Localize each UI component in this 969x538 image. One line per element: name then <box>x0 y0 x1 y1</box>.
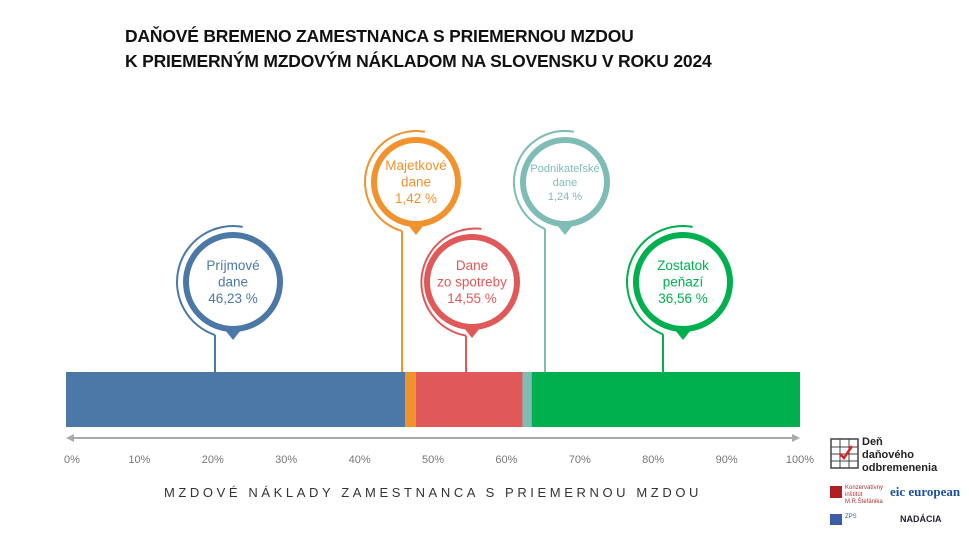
x-axis-label: MZDOVÉ NÁKLADY ZAMESTNANCA S PRIEMERNOU … <box>163 485 703 500</box>
bubble-pointer-3 <box>464 328 480 338</box>
tick-label: 30% <box>275 454 297 466</box>
bar-segment-4 <box>522 372 532 427</box>
logo-text-1: Deň <box>862 436 883 448</box>
data-label-3: 14,55 % <box>447 291 497 306</box>
logo-kimrs: Konzervatívny inštitút M.R.Štefánika <box>845 485 884 505</box>
axis-arrow-left <box>66 434 74 442</box>
title-line-2: K PRIEMERNÝM MZDOVÝM NÁKLADOM NA SLOVENS… <box>125 51 712 71</box>
zps-logo-mark <box>830 514 842 525</box>
series-label-2: Majetkové <box>385 158 447 173</box>
logo-text-3: odbremenenia <box>862 462 938 474</box>
calendar-check-icon <box>830 438 859 469</box>
bubble-pointer-1 <box>225 330 241 340</box>
bubble-outer-arc-2 <box>364 130 426 233</box>
bubble-pointer-5 <box>675 330 691 340</box>
series-label-2: dane <box>401 175 431 190</box>
bar-segment-3 <box>415 372 523 427</box>
tick-label: 100% <box>786 454 814 466</box>
bubble-pointer-4 <box>557 225 573 235</box>
bubble-ring-4 <box>520 137 610 227</box>
series-label-5: peňazí <box>663 275 704 290</box>
series-label-4: Podnikateľské <box>530 163 599 175</box>
tick-label: 50% <box>422 454 444 466</box>
logo-den-danoveho-odbremenenia: Deň daňového odbremenenia <box>862 436 937 475</box>
title-line-1: DAŇOVÉ BREMENO ZAMESTNANCA S PRIEMERNOU … <box>125 26 634 46</box>
series-label-3: zo spotreby <box>437 275 507 290</box>
chart-title: DAŇOVÉ BREMENO ZAMESTNANCA S PRIEMERNOU … <box>125 24 712 74</box>
bubble-ring-2 <box>371 137 461 227</box>
logo-nadacia: NADÁCIA <box>900 514 942 524</box>
tick-label: 40% <box>349 454 371 466</box>
logo-zps: ZPS <box>845 514 857 520</box>
tick-label: 90% <box>716 454 738 466</box>
axis-arrow-right <box>792 434 800 442</box>
tick-label: 0% <box>64 454 80 466</box>
tick-label: 60% <box>495 454 517 466</box>
series-label-4: dane <box>553 177 577 189</box>
bar-segment-5 <box>531 372 800 427</box>
logos: Deň daňového odbremenenia Konzervatívny … <box>828 436 968 536</box>
tick-label: 20% <box>202 454 224 466</box>
bubble-outer-arc-3 <box>420 227 482 337</box>
logo-text-2: daňového <box>862 449 914 461</box>
tick-label: 10% <box>128 454 150 466</box>
bubble-ring-5 <box>633 232 733 332</box>
logo-eic: eic european <box>890 484 961 499</box>
bubble-outer-arc-5 <box>626 225 693 336</box>
tick-label: 70% <box>569 454 591 466</box>
kimrs-logo-mark <box>830 486 842 498</box>
bar-segment-1 <box>66 372 406 427</box>
series-label-5: Zostatok <box>657 258 709 273</box>
data-label-5: 36,56 % <box>658 291 708 306</box>
data-label-4: 1,24 % <box>548 191 582 203</box>
bubble-outer-arc-4 <box>513 130 575 230</box>
series-label-1: Príjmové <box>206 258 259 273</box>
bar-segment-2 <box>405 372 416 427</box>
tick-label: 80% <box>642 454 664 466</box>
bubble-ring-1 <box>183 232 283 332</box>
series-label-3: Dane <box>456 258 488 273</box>
bubble-pointer-2 <box>408 225 424 235</box>
series-label-1: dane <box>218 275 248 290</box>
bubble-ring-3 <box>424 234 520 330</box>
data-label-2: 1,42 % <box>395 191 437 206</box>
data-label-1: 46,23 % <box>208 291 258 306</box>
bubble-outer-arc-1 <box>176 225 243 336</box>
